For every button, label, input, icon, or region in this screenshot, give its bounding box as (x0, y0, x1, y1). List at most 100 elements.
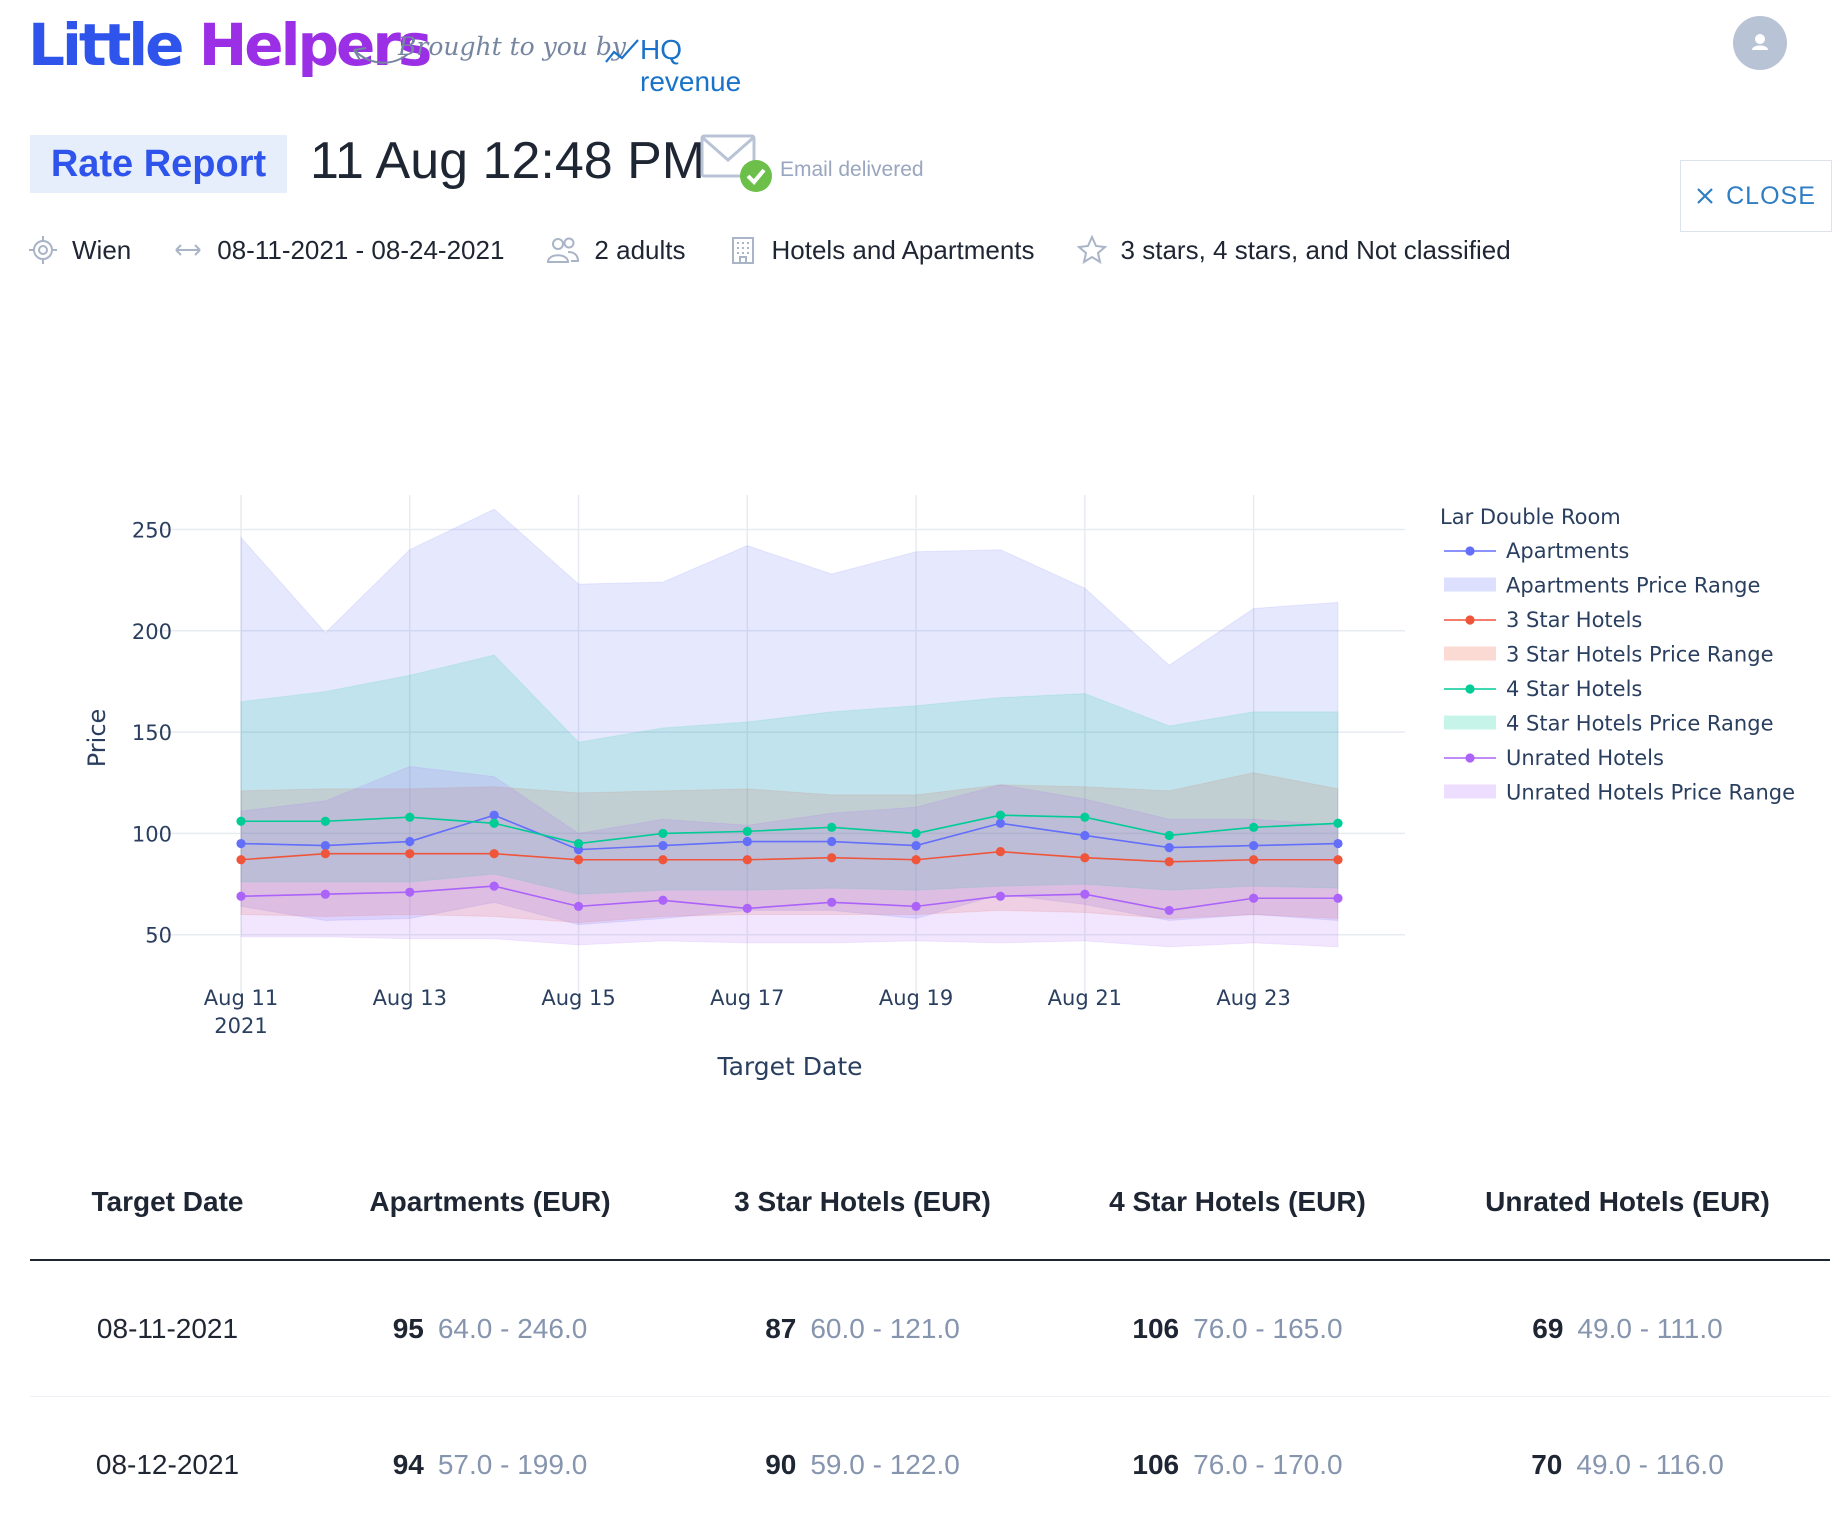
data-point (911, 901, 921, 911)
price-chart[interactable]: 50 100 150 200 250 Aug 11 2021 Aug 13 Aug 15 Aug … (0, 430, 1842, 1110)
data-point (573, 838, 584, 849)
series-line (240, 814, 1339, 851)
data-point (742, 903, 752, 913)
data-point (1080, 812, 1090, 822)
data-point (911, 828, 921, 839)
y-axis-title: Price (83, 709, 111, 768)
column-header-apartments[interactable]: Apartments (EUR) (369, 1186, 611, 1217)
data-point (320, 816, 330, 826)
user-icon (1752, 34, 1768, 50)
email-status-text: Email delivered (780, 158, 924, 181)
filter-location: Wien (28, 235, 131, 266)
data-point (1333, 838, 1343, 849)
data-point (827, 822, 837, 832)
data-point (320, 889, 330, 899)
data-point (1164, 905, 1174, 916)
legend-entry: Unrated Hotels Price Range (1506, 781, 1795, 805)
x-tick-label: Aug 15 (541, 986, 615, 1010)
cell-4-star: 106 76.0 - 165.0 (1050, 1313, 1425, 1345)
building-icon (731, 237, 754, 264)
date-range-value: 08-11-2021 - 08-24-2021 (217, 234, 505, 265)
table-header-row: Target Date Apartments (EUR) 3 Star Hote… (30, 1145, 1830, 1261)
data-point (911, 855, 921, 865)
x-tick-label: Aug 11 (204, 986, 278, 1010)
cell-value: 87 (765, 1312, 797, 1344)
star-icon (1076, 235, 1107, 265)
data-point (236, 891, 246, 901)
filter-stars: 3 stars, 4 stars, and Not classified (1076, 235, 1511, 266)
cell-apartments: 95 64.0 - 246.0 (305, 1313, 675, 1345)
legend-band-swatch (1444, 784, 1496, 799)
cell-unrated: 70 49.0 - 116.0 (1425, 1449, 1830, 1481)
price-range-band (240, 654, 1339, 895)
data-point (1333, 893, 1343, 903)
location-target-icon (29, 236, 57, 264)
data-point (236, 855, 246, 865)
legend-band-swatch (1444, 646, 1496, 661)
data-point (1080, 889, 1090, 899)
hq-revenue-link[interactable]: HQ revenue (640, 34, 742, 97)
data-point (573, 901, 584, 911)
data-point (742, 855, 752, 865)
cell-4-star: 106 76.0 - 170.0 (1050, 1449, 1425, 1481)
column-header-3-star[interactable]: 3 Star Hotels (EUR) (734, 1186, 991, 1217)
data-point (995, 810, 1006, 820)
data-point (827, 836, 837, 847)
cell-value: 95 (392, 1312, 424, 1344)
data-point (827, 897, 837, 907)
data-point (1080, 830, 1090, 841)
cell-3-star: 90 59.0 - 122.0 (675, 1449, 1050, 1481)
legend-entry: Apartments Price Range (1506, 574, 1760, 598)
data-point (742, 836, 752, 847)
cell-value: 70 (1531, 1448, 1563, 1480)
data-point (1249, 840, 1259, 851)
legend-entry: Unrated Hotels (1506, 746, 1664, 770)
app-header: Little Helpers Brought to you by HQ reve… (0, 0, 1842, 100)
column-header-unrated[interactable]: Unrated Hotels (EUR) (1485, 1186, 1770, 1217)
cell-value: 69 (1532, 1312, 1564, 1344)
x-tick-label-year: 2021 (214, 1014, 267, 1038)
legend-title: Lar Double Room (1440, 505, 1621, 529)
rate-table: Target Date Apartments (EUR) 3 Star Hote… (30, 1145, 1830, 1524)
property-types-value: Hotels and Apartments (771, 234, 1035, 265)
data-point (1249, 855, 1259, 865)
guests-icon (547, 237, 580, 263)
user-avatar[interactable] (1733, 16, 1787, 70)
data-point (742, 826, 752, 836)
filter-property-types: Hotels and Apartments (728, 235, 1035, 266)
data-point (236, 816, 246, 826)
x-tick-label: Aug 17 (710, 986, 784, 1010)
app-logo[interactable]: Little Helpers (28, 10, 432, 80)
x-tick-label: Aug 13 (373, 986, 447, 1010)
brought-by-banner: Brought to you by HQ revenue (350, 22, 790, 97)
x-tick-label: Aug 21 (1048, 986, 1122, 1010)
data-point (1333, 818, 1343, 828)
email-delivered-icon (700, 132, 778, 198)
filter-guests: 2 adults (546, 235, 686, 266)
price-range-band (240, 766, 1339, 948)
legend-entry: 4 Star Hotels Price Range (1506, 712, 1773, 736)
x-tick-label: Aug 23 (1216, 986, 1290, 1010)
legend-band-swatch (1444, 577, 1496, 592)
data-point (1249, 822, 1259, 832)
close-button[interactable]: CLOSE (1680, 160, 1832, 232)
cell-value: 106 (1132, 1448, 1180, 1480)
cell-range: 59.0 - 122.0 (810, 1448, 960, 1480)
column-header-4-star[interactable]: 4 Star Hotels (EUR) (1109, 1186, 1366, 1217)
cell-range: 76.0 - 165.0 (1193, 1312, 1343, 1344)
data-point (489, 818, 499, 828)
cell-range: 76.0 - 170.0 (1193, 1448, 1343, 1480)
series-line (240, 885, 1338, 912)
report-title-row: Rate Report 11 Aug 12:48 PM Email delive… (0, 120, 1842, 232)
report-timestamp: 11 Aug 12:48 PM (310, 132, 706, 190)
cell-3-star: 87 60.0 - 121.0 (675, 1313, 1050, 1345)
data-point (995, 847, 1006, 857)
data-point (995, 818, 1006, 828)
data-point (236, 838, 246, 849)
data-point (827, 853, 837, 863)
x-tick-label: Aug 19 (879, 986, 953, 1010)
hq-trend-icon (605, 39, 639, 63)
price-range-band (240, 772, 1339, 924)
x-axis-title: Target Date (716, 1052, 862, 1081)
column-header-target-date[interactable]: Target Date (91, 1186, 244, 1217)
